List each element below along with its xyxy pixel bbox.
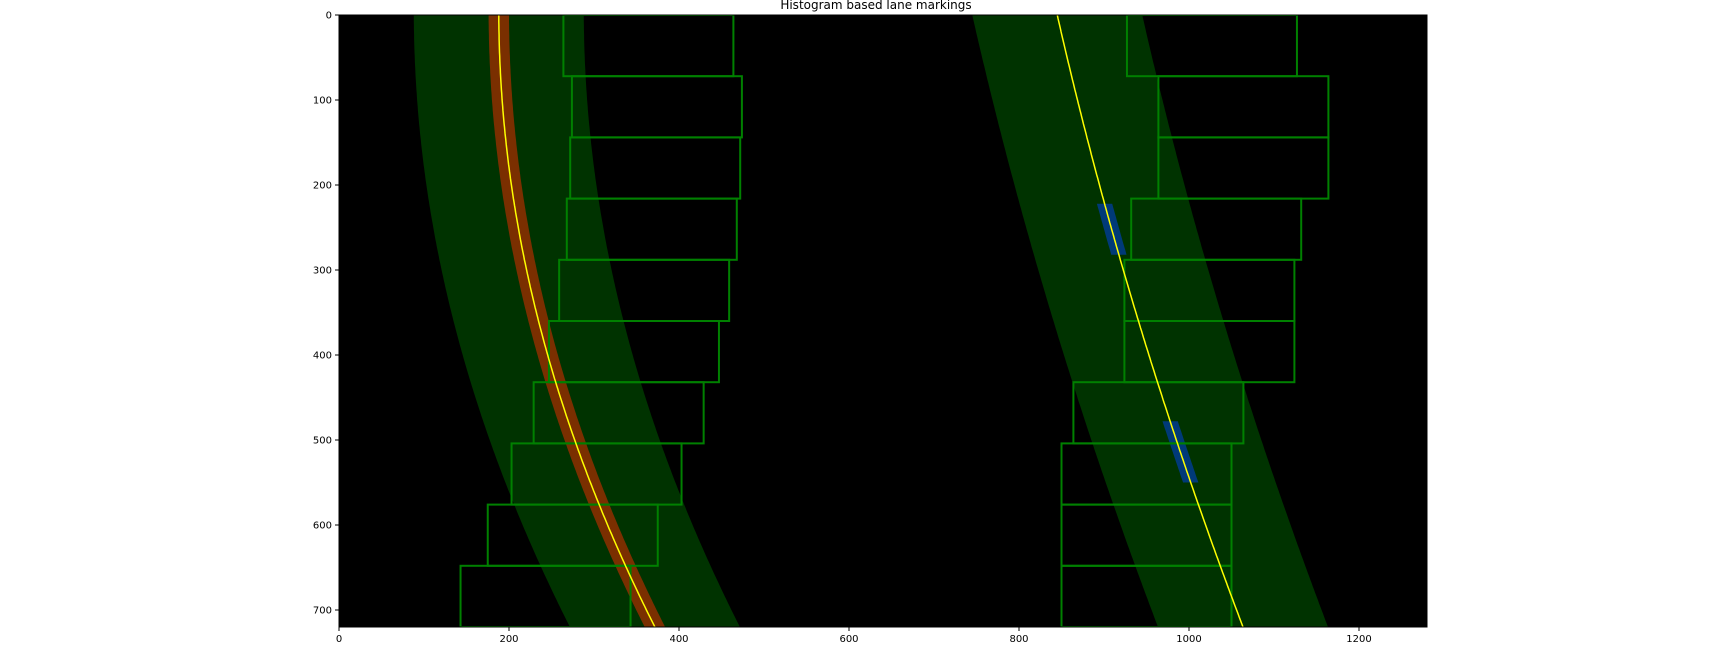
x-tick-label: 1200 [1346, 634, 1371, 645]
x-tick-label: 1000 [1176, 634, 1201, 645]
y-tick-label: 100 [313, 96, 332, 107]
left-fit-line [498, 15, 656, 627]
y-axis: 0 100 200 300 400 500 600 700 [313, 11, 339, 617]
x-tick-label: 600 [839, 634, 858, 645]
y-tick-label: 600 [313, 521, 332, 532]
x-tick-label: 0 [336, 634, 342, 645]
y-tick-label: 200 [313, 181, 332, 192]
x-tick-label: 200 [499, 634, 518, 645]
y-tick-label: 300 [313, 266, 332, 277]
x-tick-label: 800 [1009, 634, 1028, 645]
right-window-10 [1125, 15, 1298, 78]
x-axis: 0 200 400 600 800 1000 1200 [336, 627, 1372, 645]
y-tick-label: 500 [313, 436, 332, 447]
y-tick-label: 700 [313, 606, 332, 617]
left-window-10 [562, 15, 735, 78]
plot-content [413, 15, 1330, 627]
right-fit-line [1056, 15, 1244, 627]
chart-title: Histogram based lane markings [780, 0, 971, 12]
left-lane-pixels [488, 15, 666, 627]
plot-frame [338, 14, 1428, 628]
x-tick-label: 400 [669, 634, 688, 645]
y-tick-label: 0 [326, 11, 332, 22]
y-tick-label: 400 [313, 351, 332, 362]
